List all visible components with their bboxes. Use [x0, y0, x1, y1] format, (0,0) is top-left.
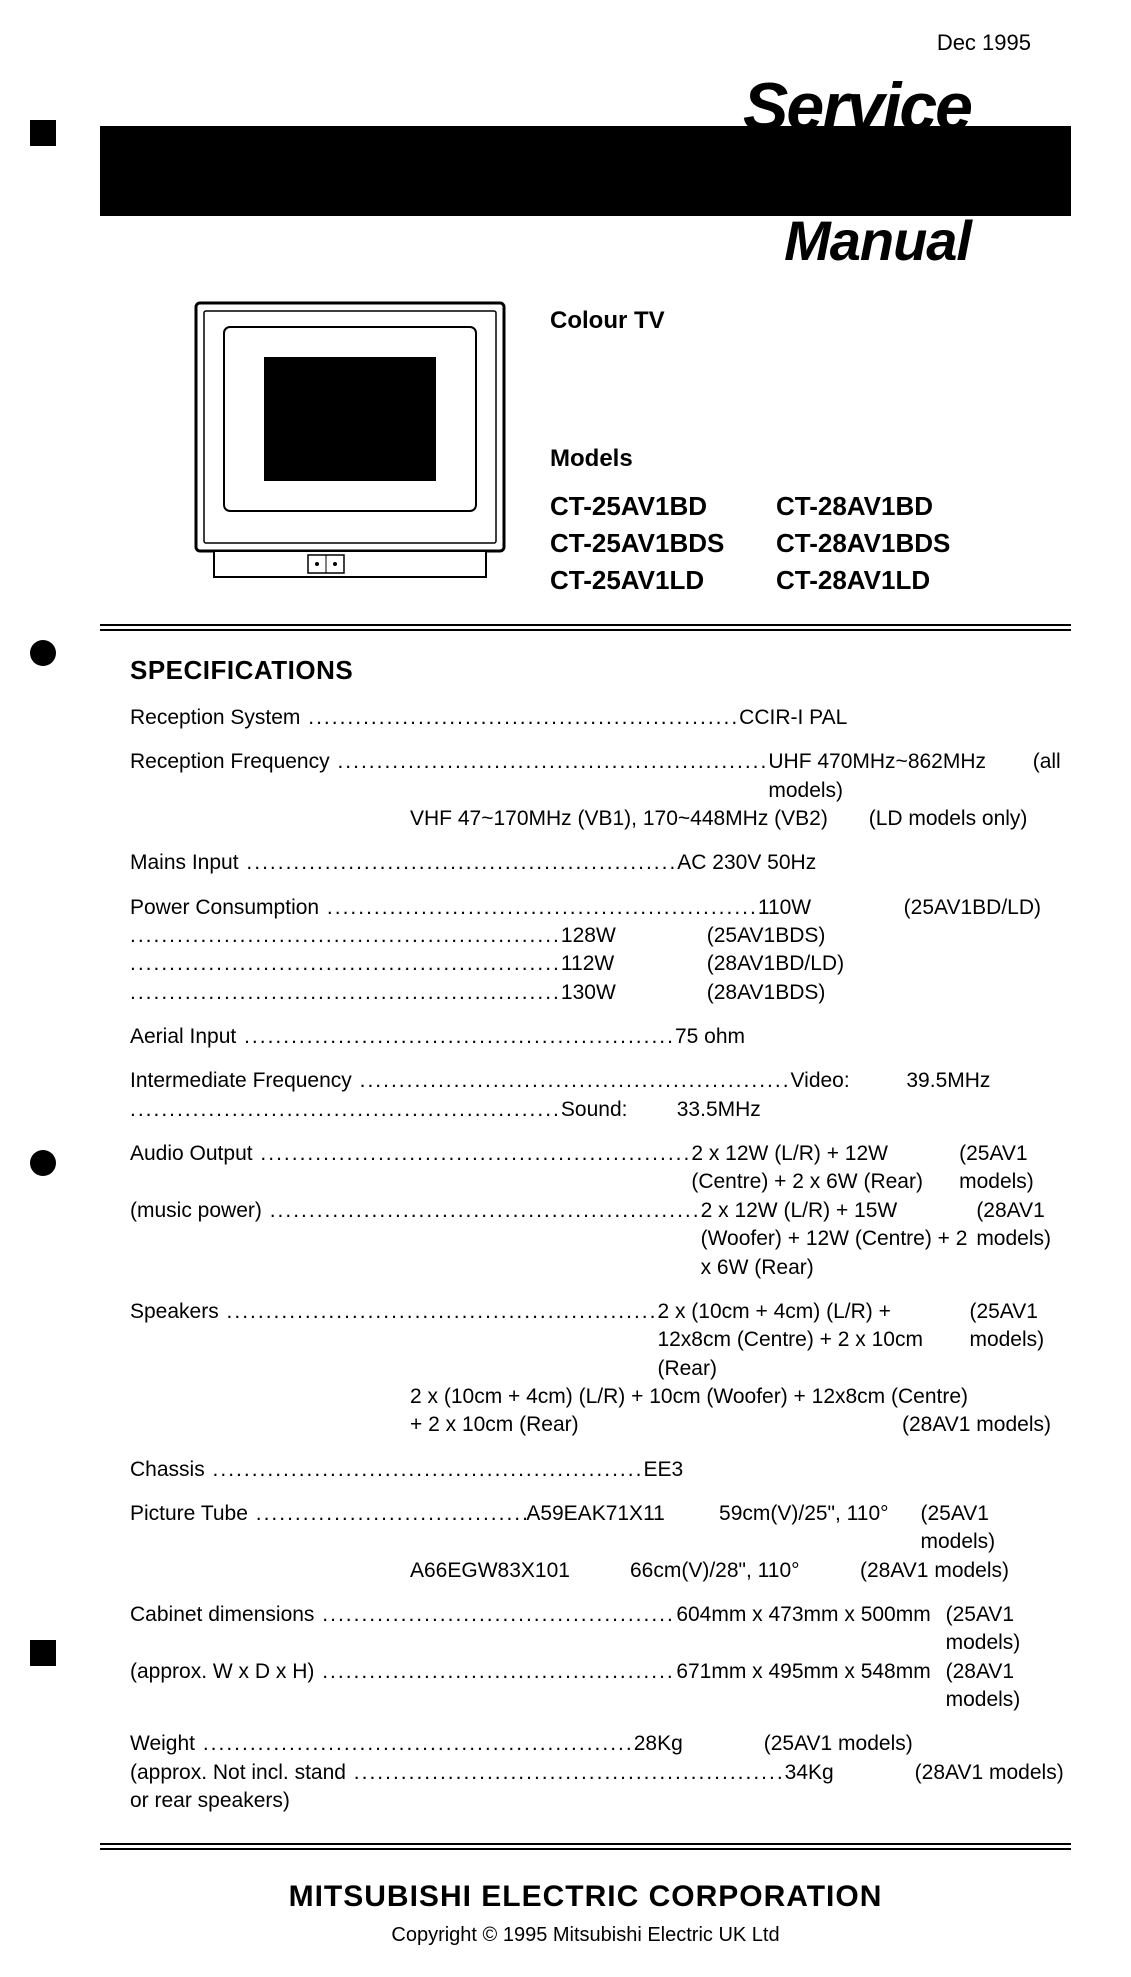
- model-number: CT-28AV1BDS: [776, 528, 976, 559]
- spec-value: 2 x 12W (L/R) + 15W (Woofer) + 12W (Cent…: [701, 1197, 977, 1282]
- spec-value: EE3: [643, 1456, 1071, 1484]
- spec-note: (LD models only): [869, 807, 1028, 830]
- specifications-section: SPECIFICATIONS Reception System CCIR-I P…: [100, 655, 1071, 1815]
- spec-part: A66EGW83X101: [410, 1557, 630, 1585]
- spec-value: 112W: [561, 950, 701, 978]
- spec-model: (25AV1 models): [946, 1601, 1071, 1658]
- document-date: Dec 1995: [100, 30, 1071, 56]
- spec-label: Aerial Input: [130, 1025, 236, 1048]
- spec-part: A59EAK71X11: [526, 1500, 719, 1557]
- spec-value: 34Kg: [785, 1759, 915, 1787]
- divider: [100, 1843, 1071, 1850]
- spec-label: Chassis: [130, 1458, 205, 1481]
- spec-sublabel: (music power): [130, 1199, 262, 1222]
- spec-label: Audio Output: [130, 1142, 253, 1165]
- masthead: Service Manual: [100, 68, 1071, 273]
- spec-signal: Sound:: [561, 1096, 671, 1124]
- punch-hole-icon: [30, 120, 56, 146]
- spec-model: (25AV1 models): [959, 1140, 1051, 1197]
- spec-label: Power Consumption: [130, 896, 319, 919]
- punch-hole-icon: [30, 1150, 56, 1176]
- model-number: CT-25AV1BD: [550, 491, 750, 522]
- spec-label: Intermediate Frequency: [130, 1069, 352, 1092]
- spec-signal: Video:: [791, 1067, 901, 1095]
- spec-model: (25AV1 models): [764, 1730, 913, 1758]
- spec-label: Reception System: [130, 706, 300, 729]
- spec-label: Picture Tube: [130, 1502, 248, 1525]
- model-number: CT-25AV1LD: [550, 565, 750, 596]
- spec-value: UHF 470MHz~862MHz: [768, 750, 986, 773]
- punch-hole-icon: [30, 640, 56, 666]
- spec-model: (25AV1BDS): [707, 924, 826, 947]
- model-number: CT-28AV1LD: [776, 565, 976, 596]
- spec-model: (25AV1 models): [969, 1298, 1051, 1383]
- spec-model: (28AV1BDS): [707, 981, 826, 1004]
- spec-label: Reception Frequency: [130, 750, 330, 773]
- product-type: Colour TV: [550, 307, 1071, 335]
- spec-value: 33.5MHz: [677, 1098, 761, 1121]
- title-manual: Manual: [100, 208, 1071, 273]
- company-name: MITSUBISHI ELECTRIC CORPORATION: [100, 1880, 1071, 1914]
- spec-value: 110W: [758, 894, 898, 922]
- spec-value: 130W: [561, 979, 701, 1007]
- spec-sublabel: (approx. W x D x H): [130, 1660, 314, 1683]
- spec-label: Cabinet dimensions: [130, 1603, 314, 1626]
- spec-label: Weight: [130, 1732, 195, 1755]
- specs-heading: SPECIFICATIONS: [130, 655, 1071, 686]
- copyright: Copyright © 1995 Mitsubishi Electric UK …: [100, 1924, 1071, 1947]
- spec-value: + 2 x 10cm (Rear): [410, 1411, 579, 1439]
- spec-model: (25AV1BD/LD): [904, 896, 1041, 919]
- spec-label: Mains Input: [130, 851, 239, 874]
- divider: [100, 624, 1071, 631]
- spec-model: (28AV1 models): [946, 1658, 1071, 1715]
- spec-value: VHF 47~170MHz (VB1), 170~448MHz (VB2): [410, 807, 828, 830]
- punch-hole-icon: [30, 1640, 56, 1666]
- model-number: CT-25AV1BDS: [550, 528, 750, 559]
- spec-model: (28AV1 models): [860, 1557, 1009, 1585]
- models-grid: CT-25AV1BD CT-28AV1BD CT-25AV1BDS CT-28A…: [550, 491, 1071, 596]
- spec-model: (28AV1BD/LD): [707, 952, 844, 975]
- spec-model: (28AV1 models): [915, 1759, 1064, 1787]
- footer: MITSUBISHI ELECTRIC CORPORATION Copyrigh…: [100, 1880, 1071, 1947]
- tv-illustration: [190, 297, 510, 587]
- spec-value: AC 230V 50Hz: [677, 849, 1071, 877]
- spec-value: 128W: [561, 922, 701, 950]
- models-label: Models: [550, 445, 1071, 473]
- spec-value: CCIR-I PAL: [739, 704, 1071, 732]
- spec-value: 2 x 12W (L/R) + 12W (Centre) + 2 x 6W (R…: [691, 1140, 959, 1197]
- spec-model: (28AV1 models): [902, 1411, 1051, 1439]
- model-number: CT-28AV1BD: [776, 491, 976, 522]
- spec-value: 28Kg: [634, 1730, 764, 1758]
- spec-label: Speakers: [130, 1300, 219, 1323]
- spec-value: 75 ohm: [675, 1023, 1071, 1051]
- spec-model: (25AV1 models): [920, 1500, 1051, 1557]
- spec-value: 2 x (10cm + 4cm) (L/R) + 12x8cm (Centre)…: [657, 1298, 969, 1383]
- spec-size: 66cm(V)/28", 110°: [630, 1557, 860, 1585]
- spec-sublabel: or rear speakers): [130, 1787, 410, 1815]
- spec-value: 39.5MHz: [906, 1069, 990, 1092]
- spec-size: 59cm(V)/25", 110°: [719, 1500, 920, 1557]
- spec-value: 2 x (10cm + 4cm) (L/R) + 10cm (Woofer) +…: [410, 1383, 1071, 1411]
- spec-model: (28AV1 models): [976, 1197, 1051, 1282]
- spec-sublabel: (approx. Not incl. stand: [130, 1761, 346, 1784]
- spec-value: 671mm x 495mm x 548mm: [676, 1658, 945, 1715]
- spec-value: 604mm x 473mm x 500mm: [676, 1601, 945, 1658]
